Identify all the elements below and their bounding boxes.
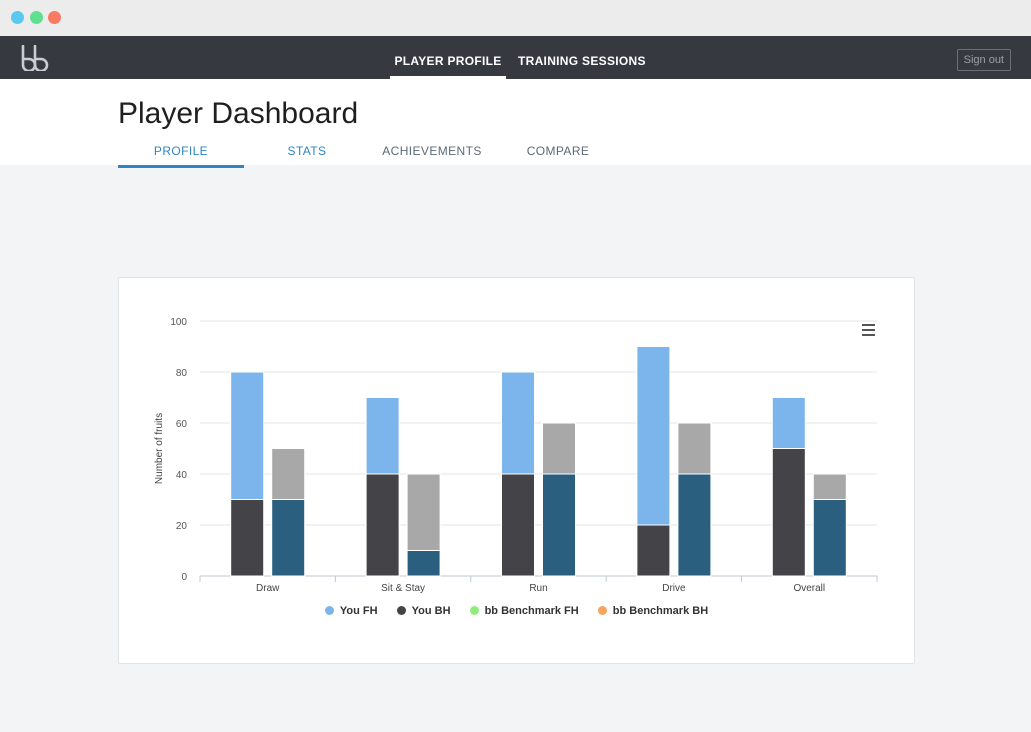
legend-label: You FH bbox=[339, 605, 378, 617]
page-header: Player Dashboard PROFILE STATS ACHIEVEME… bbox=[0, 79, 1031, 168]
tab-compare[interactable]: COMPARE bbox=[526, 144, 590, 158]
bar-bb-benchmark-fh-run bbox=[542, 422, 576, 475]
legend-marker-you-bh bbox=[396, 606, 406, 615]
legend-item-benchmark-bh[interactable]: bb Benchmark BH bbox=[597, 605, 709, 617]
legend-item-benchmark-fh[interactable]: bb Benchmark FH bbox=[469, 605, 579, 617]
y-tick-label: 80 bbox=[176, 368, 188, 379]
sign-out-button[interactable]: Sign out bbox=[956, 49, 1011, 71]
bar-you-fh-run bbox=[501, 371, 535, 475]
bar-bb-benchmark-bh-sit-stay bbox=[406, 550, 441, 577]
x-tick-label: Sit & Stay bbox=[381, 583, 425, 594]
y-tick-label: 60 bbox=[176, 419, 188, 430]
chart-menu-icon[interactable] bbox=[862, 324, 875, 336]
bar-bb-benchmark-bh-overall bbox=[812, 499, 847, 577]
bar-you-bh-sit-stay bbox=[365, 473, 400, 577]
y-axis-title: Number of fruits bbox=[154, 413, 165, 484]
y-tick-label: 40 bbox=[176, 470, 188, 481]
bar-bb-benchmark-bh-drive bbox=[677, 473, 712, 577]
bar-bb-benchmark-bh-draw bbox=[271, 499, 306, 577]
page-title: Player Dashboard bbox=[118, 97, 359, 130]
y-tick-label: 20 bbox=[176, 521, 188, 532]
legend-marker-you-fh bbox=[324, 606, 334, 615]
legend-item-you-fh[interactable]: You FH bbox=[324, 605, 378, 617]
window-close-button[interactable] bbox=[11, 11, 24, 24]
window-minimize-button[interactable] bbox=[30, 11, 43, 24]
bar-you-fh-overall bbox=[771, 397, 806, 449]
bar-bb-benchmark-fh-draw bbox=[271, 448, 306, 500]
bar-bb-benchmark-fh-overall bbox=[812, 473, 847, 500]
bar-you-bh-overall bbox=[771, 448, 806, 577]
bb-logo-icon[interactable] bbox=[20, 45, 50, 71]
window-maximize-button[interactable] bbox=[48, 11, 61, 24]
x-tick-label: Run bbox=[529, 583, 547, 594]
tab-achievements[interactable]: ACHIEVEMENTS bbox=[382, 144, 482, 158]
bar-bb-benchmark-fh-sit-stay bbox=[406, 473, 441, 551]
y-tick-label: 100 bbox=[170, 317, 187, 328]
bar-bb-benchmark-bh-run bbox=[542, 473, 576, 577]
bar-bb-benchmark-fh-drive bbox=[677, 422, 712, 475]
bar-you-fh-drive bbox=[636, 346, 671, 526]
x-tick-label: Overall bbox=[793, 583, 825, 594]
legend-label: bb Benchmark BH bbox=[612, 605, 709, 617]
legend-marker-benchmark-bh bbox=[597, 606, 607, 615]
legend-label: bb Benchmark FH bbox=[484, 605, 579, 617]
window-titlebar bbox=[0, 0, 1031, 37]
bar-you-bh-drive bbox=[636, 524, 671, 577]
bar-you-fh-draw bbox=[230, 371, 265, 500]
top-navbar: PLAYER PROFILE TRAINING SESSIONS Sign ou… bbox=[0, 36, 1031, 79]
legend-item-you-bh[interactable]: You BH bbox=[396, 605, 451, 617]
chart-legend: You FH You BH bb Benchmark FH bb Benchma… bbox=[119, 605, 914, 617]
tab-stats[interactable]: STATS bbox=[287, 144, 327, 158]
x-tick-label: Drive bbox=[662, 583, 686, 594]
chart-card: 0 20 40 60 80 100 Number of fruits Draw Sit & St… bbox=[118, 277, 915, 664]
y-tick-label: 0 bbox=[181, 572, 187, 583]
legend-marker-benchmark-fh bbox=[469, 606, 479, 615]
bar-you-bh-draw bbox=[230, 499, 265, 577]
x-tick-label: Draw bbox=[256, 583, 280, 594]
tab-profile[interactable]: PROFILE bbox=[118, 137, 244, 168]
nav-player-profile[interactable]: PLAYER PROFILE bbox=[390, 36, 506, 79]
bar-you-fh-sit-stay bbox=[365, 397, 400, 475]
legend-label: You BH bbox=[411, 605, 451, 617]
bar-you-bh-run bbox=[501, 473, 535, 577]
stacked-bar-chart: 0 20 40 60 80 100 Number of fruits Draw Sit & St… bbox=[154, 317, 878, 594]
nav-training-sessions[interactable]: TRAINING SESSIONS bbox=[518, 54, 646, 68]
